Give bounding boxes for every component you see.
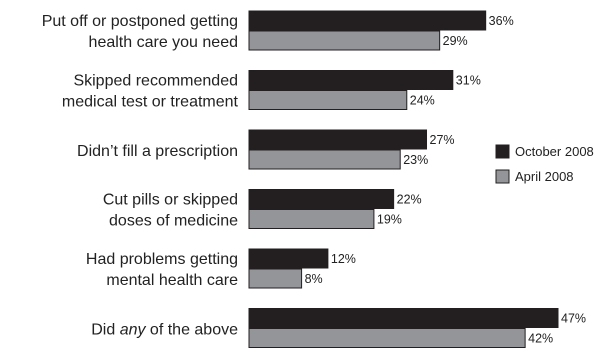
bar-april-2008: [248, 268, 303, 289]
bar-april-2008: [248, 30, 441, 51]
legend-entry: April 2008: [515, 169, 574, 184]
category-label: doses of medicine: [109, 213, 238, 230]
data-label: 19%: [377, 213, 402, 227]
bar-april-2008: [248, 209, 375, 229]
bar-october-2008: [248, 308, 559, 328]
bar-october-2008: [248, 70, 454, 90]
data-label: 8%: [305, 272, 323, 286]
data-label: 36%: [489, 14, 514, 28]
data-label: 29%: [443, 34, 468, 48]
legend-entry: October 2008: [515, 144, 594, 159]
legend-swatch: [495, 144, 510, 159]
data-label: 42%: [528, 332, 553, 346]
category-label: Did any of the above: [91, 322, 238, 339]
data-label: 47%: [561, 312, 586, 326]
category-label: health care you need: [89, 34, 238, 51]
category-label: medical test or treatment: [62, 94, 239, 111]
data-label: 24%: [410, 94, 435, 108]
category-label: mental health care: [106, 272, 238, 289]
bar-october-2008: [248, 129, 428, 150]
data-label: 27%: [430, 133, 455, 147]
data-label: 31%: [456, 74, 481, 88]
category-label: Put off or postponed getting: [42, 13, 238, 30]
bar-april-2008: [248, 90, 408, 110]
bar-october-2008: [248, 248, 329, 269]
data-label: 23%: [403, 153, 428, 167]
data-label: 22%: [397, 193, 422, 207]
category-label: Didn’t fill a prescription: [77, 143, 238, 160]
bar-april-2008: [248, 328, 526, 348]
legend-swatch: [495, 169, 510, 184]
data-label: 12%: [331, 252, 356, 266]
bar-october-2008: [248, 189, 395, 209]
category-label: Cut pills or skipped: [103, 192, 238, 209]
bar-october-2008: [248, 10, 487, 31]
category-label: Skipped recommended: [73, 73, 238, 90]
bar-april-2008: [248, 149, 401, 170]
category-label: Had problems getting: [86, 251, 238, 268]
